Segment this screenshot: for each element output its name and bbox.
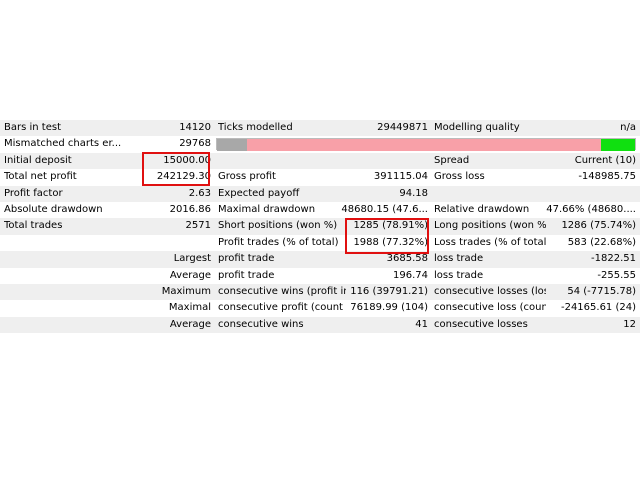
row-label: Total net profit xyxy=(4,171,77,183)
table-row: Maximum consecutive wins (profit in... 116… xyxy=(0,284,640,301)
table-row: Maximal consecutive profit (count ... 7618… xyxy=(0,300,640,316)
row-value: 196.74 xyxy=(393,269,428,281)
row-label: consecutive wins (profit in... xyxy=(218,286,346,297)
row-label: Bars in test xyxy=(4,122,61,133)
row-label: Profit trades (% of total) xyxy=(218,236,339,248)
table-row: Largest profit trade 3685.58 loss trade -182… xyxy=(0,251,640,268)
row-label: Modelling quality xyxy=(434,122,520,133)
table-row: Total trades 2571 Short positions (won %) 1… xyxy=(0,218,640,235)
row-value: 76189.99 (104) xyxy=(350,302,428,314)
row-value: 29768 xyxy=(179,138,211,150)
row-value: 12 xyxy=(623,318,636,330)
row-value: -255.55 xyxy=(597,269,636,281)
row-value: 391115.04 xyxy=(373,171,428,183)
quality-bar-red xyxy=(247,139,601,151)
row-value: 41 xyxy=(415,318,428,330)
row-value: 242129.30 xyxy=(156,171,211,183)
row-value: Average xyxy=(169,269,211,281)
row-value: Current (10) xyxy=(574,154,636,166)
row-label: consecutive wins xyxy=(218,318,304,330)
row-label: Loss trades (% of total) xyxy=(434,236,546,248)
row-label: Gross profit xyxy=(218,171,276,183)
row-label: loss trade xyxy=(434,253,484,265)
row-label: Expected payoff xyxy=(218,187,300,199)
row-label: Gross loss xyxy=(434,171,485,183)
table-row: Average profit trade 196.74 loss trade -255.… xyxy=(0,268,640,284)
row-value: 116 (39791.21) xyxy=(350,286,428,297)
table-row: Absolute drawdown 2016.86 Maximal drawdown… xyxy=(0,202,640,218)
row-value: 15000.00 xyxy=(163,154,211,166)
row-value: 1286 (75.74%) xyxy=(561,220,636,232)
row-value: Maximal xyxy=(168,302,211,314)
table-row: Initial deposit 15000.00 Spread Current (10… xyxy=(0,152,640,170)
table-row: Bars in test 14120 Ticks modelled 29449871 M… xyxy=(0,120,640,137)
row-label: Spread xyxy=(434,154,470,166)
table-row: Profit trades (% of total) 1988 (77.32%) L… xyxy=(0,235,640,251)
row-label: profit trade xyxy=(218,253,275,265)
row-value: 54 (-7715.78) xyxy=(567,286,636,297)
row-value: 2.63 xyxy=(188,187,211,199)
row-label: loss trade xyxy=(434,269,484,281)
table-row: Profit factor 2.63 Expected payoff 94.18 xyxy=(0,185,640,202)
row-value: 14120 xyxy=(179,122,211,133)
row-value: Average xyxy=(169,318,211,330)
highlight-box xyxy=(142,152,210,186)
row-value: 1988 (77.32%) xyxy=(353,236,428,248)
row-label: Initial deposit xyxy=(4,154,72,166)
row-label: Maximal drawdown xyxy=(218,204,316,215)
quality-bar-grey xyxy=(217,139,247,151)
row-value: 3685.58 xyxy=(386,253,428,265)
row-value: Largest xyxy=(173,253,211,265)
highlight-box xyxy=(345,218,429,254)
row-label: Total trades xyxy=(4,220,63,232)
row-value: 29449871 xyxy=(377,122,428,133)
row-label: Short positions (won %) xyxy=(218,220,338,232)
row-label: Ticks modelled xyxy=(218,122,293,133)
row-label: consecutive losses (loss in... xyxy=(434,286,546,297)
row-value: 1285 (78.91%) xyxy=(353,220,428,232)
row-value: n/a xyxy=(620,122,636,133)
row-label: Mismatched charts er... xyxy=(4,138,122,150)
quality-bar-green xyxy=(601,139,635,151)
row-value: 2571 xyxy=(185,220,211,232)
row-label: consecutive profit (count ... xyxy=(218,302,346,314)
row-label: Profit factor xyxy=(4,187,63,199)
row-value: 48680.15 (47.6... xyxy=(341,204,428,215)
row-label: consecutive loss (count of... xyxy=(434,302,546,314)
row-value: 583 (22.68%) xyxy=(567,236,636,248)
row-value: -24165.61 (24) xyxy=(560,302,636,314)
row-value: -1822.51 xyxy=(591,253,636,265)
row-value: 94.18 xyxy=(399,187,428,199)
row-label: consecutive losses xyxy=(434,318,528,330)
row-label: profit trade xyxy=(218,269,275,281)
row-value: 47.66% (48680.... xyxy=(546,204,636,215)
row-value: Maximum xyxy=(161,286,211,297)
quality-bar xyxy=(216,138,636,151)
table-row: Average consecutive wins 41 consecutive los… xyxy=(0,316,640,334)
row-label: Relative drawdown xyxy=(434,204,530,215)
table-row: Mismatched charts er... 29768 xyxy=(0,136,640,152)
row-value: 2016.86 xyxy=(169,204,211,215)
row-label: Long positions (won %) xyxy=(434,220,546,232)
row-label: Absolute drawdown xyxy=(4,204,103,215)
row-value: -148985.75 xyxy=(578,171,636,183)
table-row: Total net profit 242129.30 Gross profit 391… xyxy=(0,169,640,185)
